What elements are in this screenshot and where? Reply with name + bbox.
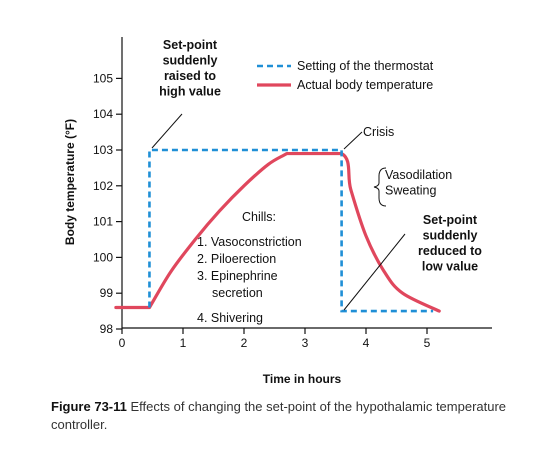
annotation-setpoint-raised: high value	[159, 85, 221, 99]
annotation-brace	[373, 167, 387, 207]
annotation-chills-title: Chills:	[242, 210, 276, 224]
x-tick-label: 4	[363, 336, 370, 350]
annotation-leader-reduced	[343, 233, 406, 311]
annotation-setpoint-reduced: Set-point	[423, 213, 478, 227]
x-tick-label: 1	[180, 336, 187, 350]
x-tick-label: 2	[241, 336, 248, 350]
y-tick-label: 100	[93, 250, 113, 264]
y-tick-label: 105	[93, 71, 113, 85]
annotation-chills-item: 1. Vasoconstriction	[197, 235, 302, 249]
annotation-vasodilation-sweating: Sweating	[385, 184, 436, 198]
caption-label: Figure 73-11	[51, 399, 127, 414]
y-tick-label: 99	[100, 286, 114, 300]
annotation-chills-item: secretion	[212, 286, 263, 300]
figure-caption: Figure 73-11 Effects of changing the set…	[51, 398, 531, 434]
annotation-setpoint-reduced: low value	[422, 260, 478, 274]
annotation-chills-item: 3. Epinephrine	[197, 269, 278, 283]
annotation-chills-item: 2. Piloerection	[197, 252, 276, 266]
legend-label-thermostat: Setting of the thermostat	[297, 59, 434, 73]
annotation-setpoint-reduced: reduced to	[418, 244, 482, 258]
annotation-leader-crisis	[343, 131, 363, 150]
annotation-setpoint-reduced: suddenly	[423, 229, 478, 243]
x-tick-label: 0	[119, 336, 126, 350]
axes: 98 99 100 101 102 103 104 105 0 1 2 3 4 5 Time in hour…	[63, 37, 492, 386]
y-tick-label: 104	[93, 107, 113, 121]
legend: Setting of the thermostat Actual body tem…	[257, 59, 434, 92]
caption-text: Effects of changing the set-point of the…	[51, 399, 507, 432]
x-tick-label: 5	[424, 336, 431, 350]
y-tick-label: 98	[100, 322, 114, 336]
annotation-crisis: Crisis	[363, 125, 394, 139]
y-tick-label: 101	[93, 215, 113, 229]
y-tick-label: 102	[93, 179, 113, 193]
series-layer	[114, 148, 441, 313]
annotation-chills-item: 4. Shivering	[197, 311, 263, 325]
annotation-vasodilation-sweating: Vasodilation	[385, 168, 452, 182]
annotation-leader-raised	[151, 113, 183, 149]
series-actual-body-temperature	[114, 151, 441, 313]
annotation-setpoint-raised: suddenly	[163, 54, 218, 68]
annotation-setpoint-raised: Set-point	[163, 38, 218, 52]
x-axis-label: Time in hours	[263, 372, 342, 386]
series-thermostat-setting	[148, 148, 434, 313]
y-tick-label: 103	[93, 143, 113, 157]
legend-label-actual: Actual body temperature	[297, 78, 433, 92]
y-axis-label: Body temperature (°F)	[63, 119, 77, 245]
x-tick-label: 3	[302, 336, 309, 350]
annotation-setpoint-raised: raised to	[164, 69, 216, 83]
